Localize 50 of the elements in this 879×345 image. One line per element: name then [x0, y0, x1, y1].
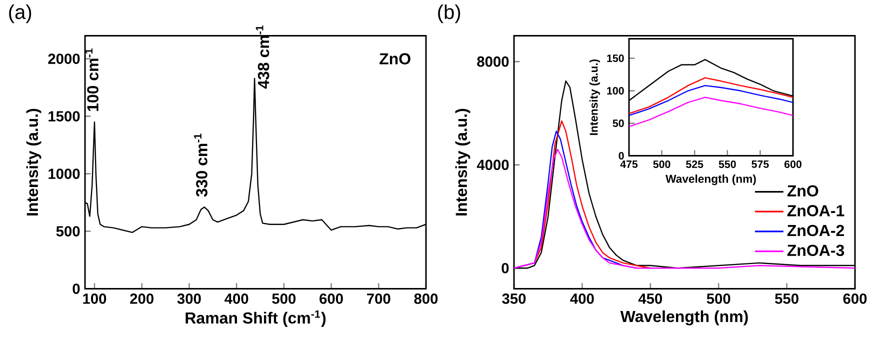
annotation: 330 cm$^{-1}$ — [194, 134, 208, 197]
y-tick-label: 2000 — [48, 54, 80, 64]
y-tick-label: 150 — [607, 54, 624, 62]
y-axis-title: Intensity (a.u.) — [26, 108, 42, 216]
x-tick-label: 600 — [320, 294, 343, 304]
chart-title: (a) — [9, 4, 32, 24]
legend-label: ZnOA-3 — [787, 244, 844, 256]
x-tick-label: 200 — [130, 294, 154, 304]
x-tick-label: 450 — [638, 294, 662, 304]
x-tick-label: 100 — [83, 294, 106, 304]
x-axis-title: Wavelength (nm) — [666, 174, 756, 186]
legend-label: ZnO — [787, 185, 818, 197]
chart-title: (b) — [438, 4, 460, 24]
x-tick-label: 700 — [367, 294, 390, 304]
x-tick-label: 800 — [414, 294, 438, 304]
line-series — [628, 85, 793, 116]
y-tick-label: 100 — [607, 87, 624, 95]
x-tick-label: 500 — [653, 160, 670, 168]
y-tick-label: 0 — [618, 152, 624, 160]
y-tick-label: 8000 — [477, 56, 509, 67]
x-tick-label: 350 — [502, 294, 526, 304]
y-tick-label: 1500 — [48, 111, 80, 122]
x-tick-label: 600 — [784, 160, 802, 168]
x-tick-label: 575 — [752, 160, 769, 168]
x-tick-label: 475 — [620, 160, 638, 168]
line-series — [628, 77, 793, 114]
y-tick-label: 4000 — [476, 160, 509, 170]
x-tick-label: 300 — [177, 294, 201, 304]
x-axis-title: Raman Shift (cm$^{-1}$) — [186, 310, 326, 327]
x-tick-label: 600 — [843, 294, 867, 304]
x-tick-label: 550 — [775, 294, 798, 304]
y-axis-title: Intensity (a.u.) — [589, 60, 600, 136]
line-series — [628, 96, 793, 128]
legend-label: ZnOA-2 — [787, 224, 844, 236]
x-tick-label: 400 — [570, 294, 594, 304]
y-tick-label: 0 — [502, 263, 509, 274]
annotation: 100 cm$^{-1}$ — [85, 48, 98, 112]
y-tick-label: 50 — [612, 120, 624, 128]
y-tick-label: 0 — [72, 284, 80, 294]
y-axis-title: Intensity (a.u.) — [455, 108, 470, 216]
annotation: ZnO — [380, 53, 410, 65]
y-tick-label: 500 — [56, 226, 80, 237]
x-tick-label: 525 — [686, 160, 704, 168]
x-tick-label: 400 — [224, 294, 248, 304]
x-tick-label: 500 — [706, 294, 730, 304]
x-tick-label: 500 — [272, 294, 296, 304]
x-tick-label: 550 — [718, 160, 736, 168]
x-axis-title: Wavelength (nm) — [620, 310, 748, 326]
y-tick-label: 1000 — [48, 168, 80, 180]
legend-label: ZnOA-1 — [787, 205, 844, 216]
